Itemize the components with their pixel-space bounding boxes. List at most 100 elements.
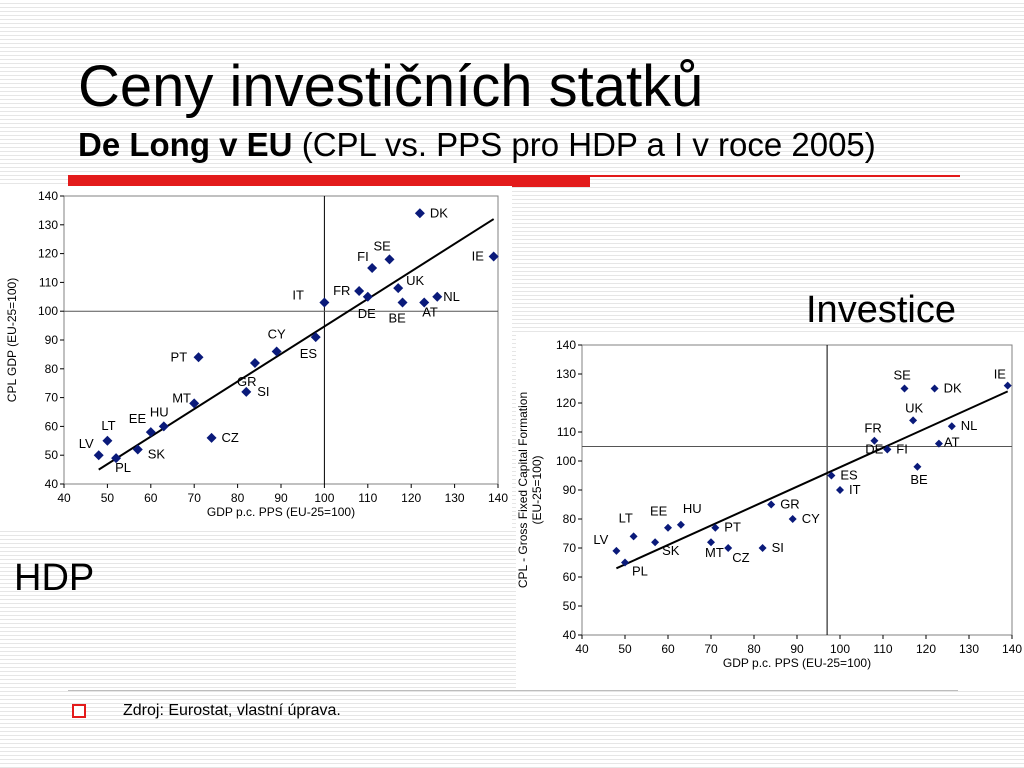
x-tick-label: 50 bbox=[101, 491, 115, 505]
point-label-sk: SK bbox=[662, 543, 680, 558]
y-tick-label: 90 bbox=[45, 333, 59, 347]
point-si bbox=[758, 544, 767, 552]
point-label-lv: LV bbox=[79, 436, 94, 451]
y-tick-label: 110 bbox=[39, 275, 58, 289]
point-label-it: IT bbox=[849, 482, 861, 497]
y-tick-label: 130 bbox=[38, 218, 58, 232]
point-label-fi: FI bbox=[896, 441, 908, 456]
point-label-pt: PT bbox=[171, 349, 188, 364]
point-fi bbox=[883, 445, 892, 454]
x-tick-label: 110 bbox=[873, 642, 892, 656]
point-si bbox=[241, 386, 252, 397]
y-tick-label: 80 bbox=[45, 362, 59, 376]
y-tick-label: 140 bbox=[38, 189, 58, 203]
x-tick-label: 130 bbox=[959, 642, 979, 656]
point-label-de: DE bbox=[358, 306, 376, 321]
point-label-dk: DK bbox=[430, 205, 448, 220]
x-axis-label: GDP p.c. PPS (EU-25=100) bbox=[207, 505, 355, 519]
y-tick-label: 130 bbox=[556, 367, 576, 381]
point-pt bbox=[193, 352, 204, 363]
x-tick-label: 60 bbox=[144, 491, 158, 505]
point-sk bbox=[132, 444, 143, 455]
hdp-label: HDP bbox=[14, 557, 95, 599]
y-tick-label: 100 bbox=[38, 304, 58, 318]
point-label-pl: PL bbox=[115, 460, 131, 475]
point-label-ie: IE bbox=[994, 367, 1007, 382]
y-tick-label: 50 bbox=[563, 599, 577, 613]
point-label-es: ES bbox=[840, 468, 858, 483]
y-axis-label-line: (EU-25=100) bbox=[530, 455, 544, 524]
point-at bbox=[419, 297, 430, 308]
y-tick-label: 140 bbox=[556, 338, 576, 352]
point-cy bbox=[788, 515, 797, 523]
point-ee bbox=[664, 523, 672, 532]
x-tick-label: 70 bbox=[188, 491, 202, 505]
point-cz bbox=[724, 544, 733, 552]
source-note: Zdroj: Eurostat, vlastní úprava. bbox=[72, 700, 341, 722]
point-label-lt: LT bbox=[101, 418, 115, 433]
point-fr bbox=[870, 436, 879, 445]
x-tick-label: 40 bbox=[575, 642, 589, 656]
source-text: Zdroj: Eurostat, vlastní úprava. bbox=[123, 702, 341, 719]
x-tick-label: 90 bbox=[790, 642, 804, 656]
point-label-gr: GR bbox=[237, 374, 257, 389]
point-label-sk: SK bbox=[148, 446, 166, 461]
point-label-si: SI bbox=[257, 384, 269, 399]
point-label-be: BE bbox=[910, 472, 928, 487]
point-label-ie: IE bbox=[472, 248, 485, 263]
x-tick-label: 140 bbox=[488, 491, 508, 505]
point-it bbox=[836, 486, 844, 494]
point-gr bbox=[249, 358, 260, 369]
y-tick-label: 50 bbox=[45, 448, 59, 462]
point-label-fr: FR bbox=[333, 283, 350, 298]
y-tick-label: 40 bbox=[563, 628, 577, 642]
x-tick-label: 70 bbox=[704, 642, 718, 656]
point-hu bbox=[676, 520, 685, 529]
point-label-fi: FI bbox=[357, 249, 369, 264]
point-nl bbox=[947, 422, 956, 431]
title-accent-bar bbox=[68, 175, 590, 187]
point-label-hu: HU bbox=[683, 501, 702, 516]
x-tick-label: 60 bbox=[661, 642, 675, 656]
point-be bbox=[913, 462, 922, 471]
y-axis-label-line: CPL - Gross Fixed Capital Formation bbox=[516, 392, 530, 588]
trend-line bbox=[615, 390, 1009, 570]
y-tick-label: 90 bbox=[563, 483, 577, 497]
x-tick-label: 80 bbox=[231, 491, 245, 505]
point-label-es: ES bbox=[300, 346, 318, 361]
point-label-se: SE bbox=[894, 368, 912, 383]
point-label-lv: LV bbox=[593, 532, 608, 547]
x-tick-label: 140 bbox=[1002, 642, 1022, 656]
point-label-at: AT bbox=[944, 435, 960, 450]
trend-line bbox=[98, 218, 495, 471]
point-ee bbox=[145, 427, 156, 438]
point-label-cy: CY bbox=[802, 511, 820, 526]
point-nl bbox=[432, 291, 443, 302]
point-lt bbox=[629, 532, 638, 541]
point-lv bbox=[612, 546, 621, 555]
subtitle-bold: De Long v EU bbox=[78, 126, 293, 163]
chart-investice: 40 50 60 70 80 90 100 110 120 130 140 40 50 60 70 80 90 1… bbox=[516, 335, 1024, 689]
investice-label: Investice bbox=[806, 289, 956, 331]
point-label-ee: EE bbox=[650, 504, 668, 519]
point-ie bbox=[488, 251, 499, 262]
subtitle-rest: (CPL vs. PPS pro HDP a I v roce 2005) bbox=[301, 126, 876, 163]
point-label-mt: MT bbox=[172, 390, 191, 405]
point-label-cy: CY bbox=[268, 327, 286, 342]
point-mt bbox=[189, 398, 200, 409]
point-it bbox=[319, 297, 330, 308]
point-se bbox=[384, 254, 395, 265]
point-label-mt: MT bbox=[705, 545, 724, 560]
y-axis-label: CPL GDP (EU-25=100) bbox=[5, 278, 19, 402]
point-lt bbox=[102, 435, 113, 446]
point-label-uk: UK bbox=[406, 273, 424, 288]
y-tick-label: 60 bbox=[563, 570, 577, 584]
point-label-uk: UK bbox=[905, 400, 923, 415]
x-tick-label: 100 bbox=[830, 642, 850, 656]
point-pt bbox=[711, 523, 720, 532]
point-ie bbox=[1003, 381, 1012, 390]
point-mt bbox=[707, 538, 715, 547]
title-accent-line bbox=[590, 175, 960, 177]
y-tick-label: 80 bbox=[563, 512, 577, 526]
point-se bbox=[900, 384, 909, 393]
